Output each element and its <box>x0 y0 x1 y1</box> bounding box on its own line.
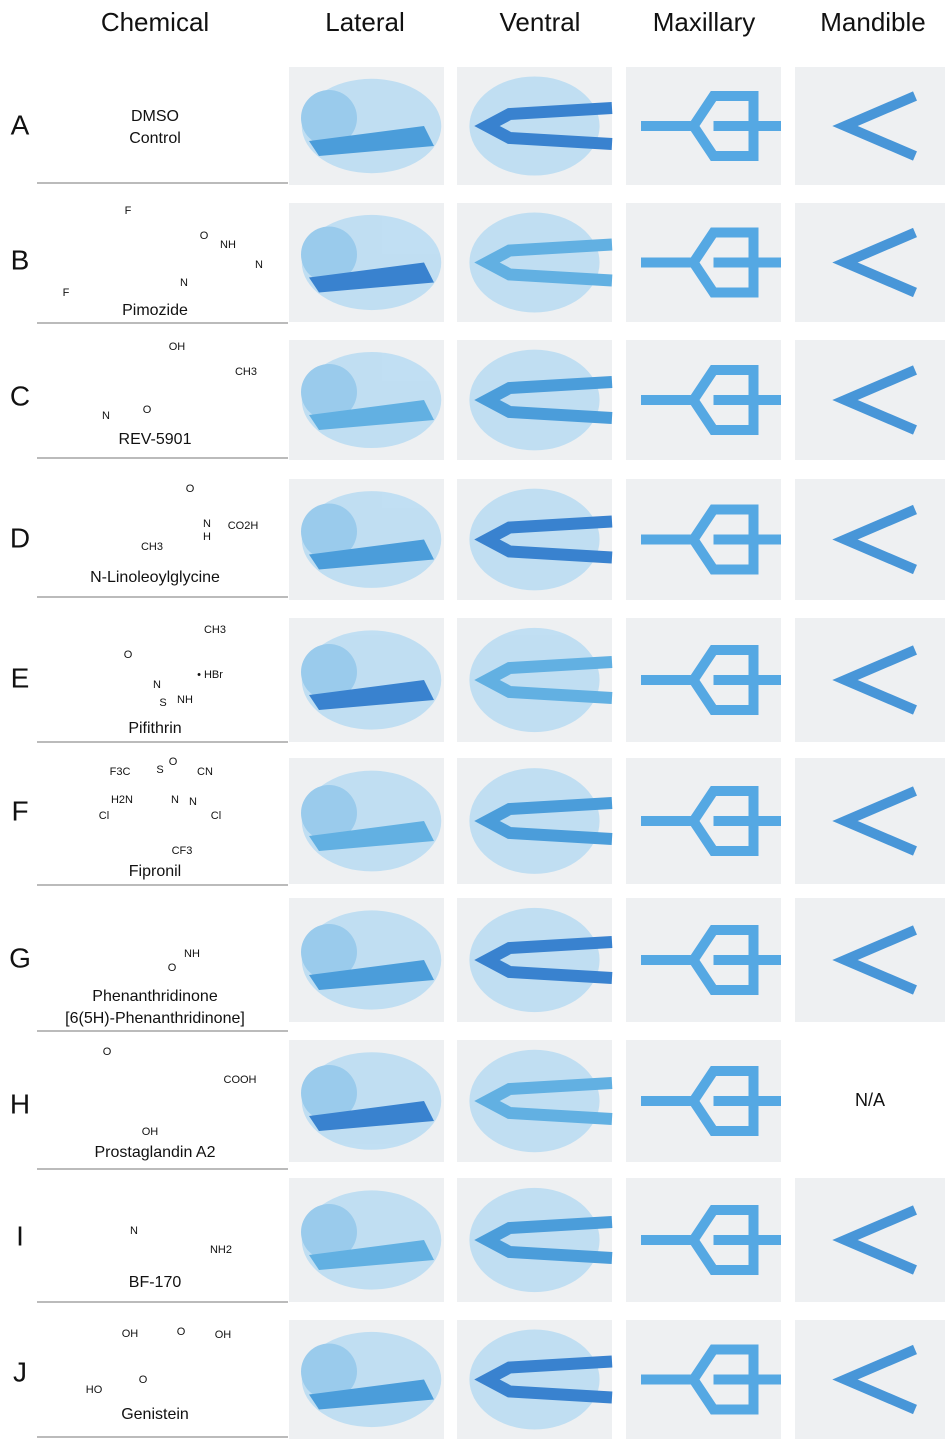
atom-label: O <box>200 230 209 242</box>
na-label: N/A <box>855 1090 885 1110</box>
row-letter: C <box>10 380 30 411</box>
specimen-stain <box>301 1190 441 1289</box>
row-letter: G <box>9 942 31 973</box>
atom-label: N <box>189 796 197 808</box>
atom-label: Cl <box>211 810 221 822</box>
atom-label: N <box>130 1225 138 1237</box>
specimen-image <box>795 340 945 460</box>
atom-label: N <box>180 277 188 289</box>
atom-label: OH <box>169 341 186 353</box>
atom-label: S <box>159 697 166 709</box>
atom-label: H <box>203 531 211 543</box>
row-letter: D <box>10 522 30 553</box>
atom-label: N <box>255 259 263 271</box>
chemical-name: Pimozide <box>122 302 188 319</box>
specimen-image <box>795 758 945 884</box>
atom-label: S <box>156 764 163 776</box>
atom-label: O <box>103 1046 112 1058</box>
atom-label: O <box>177 1326 186 1338</box>
specimen-image <box>795 1320 945 1439</box>
atom-label: O <box>139 1374 148 1386</box>
atom-label: NH <box>220 239 236 251</box>
specimen-image <box>795 1178 945 1302</box>
column-header: Lateral <box>325 7 405 37</box>
atom-label: O <box>169 756 178 768</box>
atom-label: COOH <box>224 1074 257 1086</box>
atom-label: N <box>153 679 161 691</box>
atom-label: F3C <box>110 766 131 778</box>
column-header: Ventral <box>500 7 581 37</box>
figure: Chemical Lateral Ventral Maxillary Mandible A… <box>0 0 945 1439</box>
atom-label: CO2H <box>228 520 259 532</box>
atom-label: N <box>102 410 110 422</box>
atom-label: OH <box>215 1329 232 1341</box>
atom-label: HO <box>86 1384 103 1396</box>
row-letter: F <box>11 795 28 826</box>
specimen-stain <box>301 771 441 872</box>
chemical-name: Pifithrin <box>128 720 181 737</box>
specimen-stain <box>301 352 441 448</box>
atom-label: OH <box>142 1126 159 1138</box>
chemical-name: Fipronil <box>129 863 181 880</box>
atom-label: • HBr <box>197 669 223 681</box>
atom-label: CH3 <box>204 624 226 636</box>
chemical-name: N-Linoleoylglycine <box>90 569 220 586</box>
atom-label: OH <box>122 1328 139 1340</box>
row-letter: I <box>16 1220 24 1251</box>
atom-label: CH3 <box>235 366 257 378</box>
atom-label: O <box>168 962 177 974</box>
atom-label: O <box>186 483 195 495</box>
specimen-image <box>795 479 945 600</box>
specimen-stain <box>301 1332 441 1427</box>
chemical-name: Genistein <box>121 1406 189 1423</box>
specimen-image <box>795 67 945 185</box>
atom-label: N <box>171 794 179 806</box>
atom-label: CH3 <box>141 541 163 553</box>
atom-label: F <box>63 287 70 299</box>
specimen-stain <box>301 630 441 729</box>
row-letter: J <box>13 1356 27 1387</box>
specimen-stain <box>301 1052 441 1150</box>
chemical-name: [6(5H)-Phenanthridinone] <box>65 1010 245 1027</box>
chemical-name: Phenanthridinone <box>92 988 218 1005</box>
column-header: Chemical <box>101 7 209 37</box>
atom-label: NH <box>184 948 200 960</box>
atom-label: O <box>143 404 152 416</box>
chemical-name: DMSO <box>131 108 179 125</box>
atom-label: NH <box>177 694 193 706</box>
chemical-name: Prostaglandin A2 <box>95 1144 216 1161</box>
chemical-name: REV-5901 <box>119 431 192 448</box>
specimen-stain <box>301 79 441 173</box>
column-header: Maxillary <box>653 7 756 37</box>
atom-label: CF3 <box>172 845 193 857</box>
specimen-image <box>795 618 945 742</box>
chemical-name: Control <box>129 130 181 147</box>
specimen-stain <box>301 215 441 310</box>
specimen-stain <box>301 491 441 588</box>
atom-label: NH2 <box>210 1244 232 1256</box>
column-header: Mandible <box>820 7 926 37</box>
atom-label: CN <box>197 766 213 778</box>
atom-label: Cl <box>99 810 109 822</box>
atom-label: N <box>203 518 211 530</box>
chemical-name: BF-170 <box>129 1274 182 1291</box>
atom-label: H2N <box>111 794 133 806</box>
specimen-image <box>795 203 945 322</box>
row-letter: E <box>11 662 30 693</box>
row-letter: A <box>11 109 30 140</box>
row-letter: H <box>10 1088 30 1119</box>
specimen-image <box>795 898 945 1022</box>
specimen-stain <box>301 910 441 1009</box>
atom-label: F <box>125 205 132 217</box>
row-letter: B <box>11 244 30 275</box>
atom-label: O <box>124 649 133 661</box>
